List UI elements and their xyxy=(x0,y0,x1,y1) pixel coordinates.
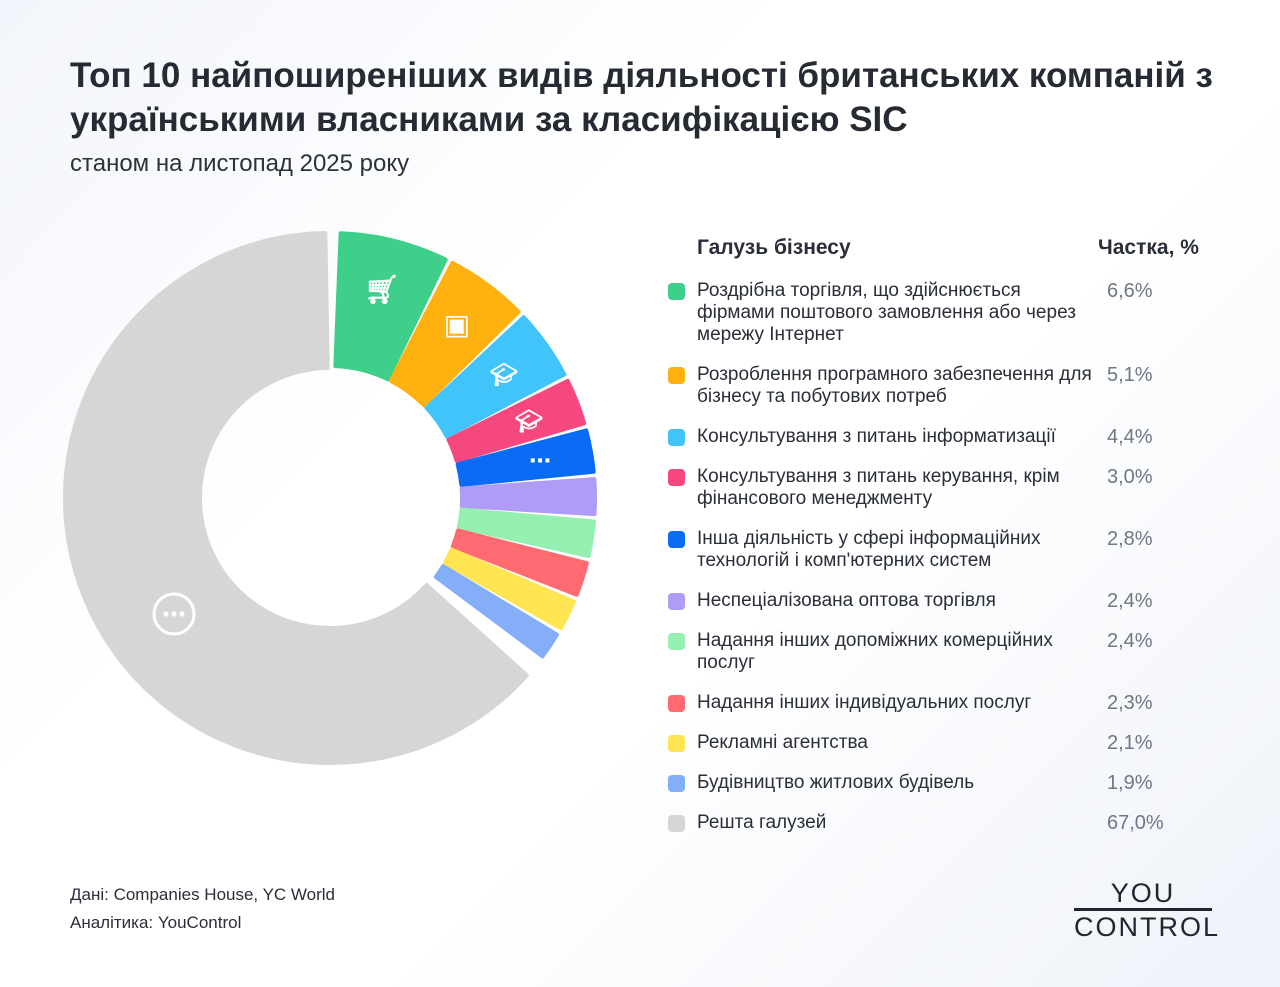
legend-item: Консультування з питань керування, крім … xyxy=(668,466,1188,510)
chart-subtitle: станом на листопад 2025 року xyxy=(70,150,410,177)
legend-label: Надання інших індивідуальних послуг xyxy=(697,692,1032,713)
donut-slice xyxy=(333,231,448,382)
donut-slice xyxy=(450,528,589,597)
shopping-cart-icon: 🛒︎ xyxy=(364,273,400,306)
legend-swatch xyxy=(668,775,685,792)
legend-item: Будівництво житлових будівель 1,9% xyxy=(668,772,1188,794)
chart-title: Топ 10 найпоширеніших видів діяльності б… xyxy=(70,56,1213,139)
legend-swatch xyxy=(668,593,685,610)
legend-item: Решта галузей 67,0% xyxy=(668,812,1188,834)
donut-slice-rest xyxy=(63,231,529,765)
legend-label: Рекламні агентства xyxy=(697,732,868,753)
analytics-credit: Аналітика: YouControl xyxy=(70,913,242,932)
legend-swatch xyxy=(668,429,685,446)
legend-label: Інша діяльність у сфері інформаційних те… xyxy=(697,528,1041,571)
legend-label: Розроблення програмного забезпечення для… xyxy=(697,364,1092,407)
donut-slice xyxy=(433,564,560,659)
legend-swatch xyxy=(668,531,685,548)
legend-header-label: Галузь бізнесу xyxy=(697,236,851,259)
legend-label: Неспеціалізована оптова торгівля xyxy=(697,590,996,611)
donut-slice xyxy=(388,260,521,408)
legend-value: 1,9% xyxy=(1107,772,1153,794)
legend-value: 2,3% xyxy=(1107,692,1153,714)
donut-slice xyxy=(446,378,587,463)
graduation-cap-gear-icon: 🎓︎ xyxy=(515,409,543,434)
legend-value: 2,4% xyxy=(1107,590,1153,612)
laptop-user-icon: ▣ xyxy=(444,308,470,341)
legend-value: 6,6% xyxy=(1107,280,1153,302)
legend-label: Будівництво житлових будівель xyxy=(697,772,975,793)
legend-label: Решта галузей xyxy=(697,812,827,833)
legend-item: Роздрібна торгівля, що здійснюється фірм… xyxy=(668,280,1188,346)
legend-swatch xyxy=(668,815,685,832)
logo-line-2: CONTROL xyxy=(1074,912,1221,942)
legend-swatch xyxy=(668,367,685,384)
legend-value: 2,8% xyxy=(1107,528,1153,550)
data-source: Дані: Companies House, YC World xyxy=(70,885,335,904)
donut-slice xyxy=(442,547,576,631)
donut-slice xyxy=(459,477,597,517)
legend-item: Рекламні агентства 2,1% xyxy=(668,732,1188,754)
legend-label: Консультування з питань керування, крім … xyxy=(697,466,1060,509)
legend-swatch xyxy=(668,735,685,752)
logo-divider xyxy=(1074,908,1212,911)
legend-value: 2,4% xyxy=(1107,630,1153,652)
donut-slice xyxy=(456,507,596,559)
legend-swatch xyxy=(668,695,685,712)
more-dots-icon xyxy=(152,592,196,636)
youcontrol-logo: YOU CONTROL xyxy=(1074,878,1221,942)
legend-item: Неспеціалізована оптова торгівля 2,4% xyxy=(668,590,1188,612)
legend-value: 5,1% xyxy=(1107,364,1153,386)
laptop-dots-icon: ⋯ xyxy=(529,449,551,474)
legend-label: Роздрібна торгівля, що здійснюється фірм… xyxy=(697,280,1076,345)
legend-item: Надання інших допоміжних комерційних пос… xyxy=(668,630,1188,674)
donut-slice xyxy=(424,315,567,439)
legend-swatch xyxy=(668,633,685,650)
legend-value: 67,0% xyxy=(1107,812,1164,834)
legend-value: 4,4% xyxy=(1107,426,1153,448)
legend-value: 2,1% xyxy=(1107,732,1153,754)
legend: Роздрібна торгівля, що здійснюється фірм… xyxy=(668,280,1188,852)
legend-value: 3,0% xyxy=(1107,466,1153,488)
legend-swatch xyxy=(668,469,685,486)
graduation-cap-info-icon: 🎓︎ xyxy=(490,363,518,388)
logo-line-1: YOU xyxy=(1110,878,1176,908)
legend-item: Розроблення програмного забезпечення для… xyxy=(668,364,1188,408)
legend-swatch xyxy=(668,283,685,300)
legend-item: Інша діяльність у сфері інформаційних те… xyxy=(668,528,1188,572)
legend-item: Консультування з питань інформатизації 4… xyxy=(668,426,1188,448)
legend-item: Надання інших індивідуальних послуг 2,3% xyxy=(668,692,1188,714)
legend-header-value: Частка, % xyxy=(1098,236,1199,259)
donut-chart: 🛒︎ ▣ 🎓︎ 🎓︎ ⋯ xyxy=(63,231,597,765)
legend-label: Консультування з питань інформатизації xyxy=(697,426,1056,447)
donut-slice xyxy=(455,428,596,487)
legend-label: Надання інших допоміжних комерційних пос… xyxy=(697,630,1053,673)
